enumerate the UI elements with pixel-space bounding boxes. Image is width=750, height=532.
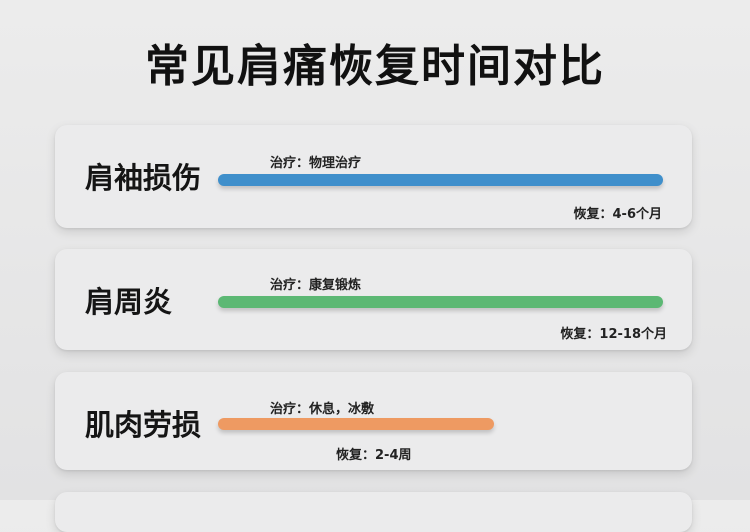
- card-rotator-cuff: 肩袖损伤 治疗：物理治疗 恢复：4-6个月: [55, 125, 692, 228]
- treatment-label: 治疗：康复锻炼: [270, 278, 362, 293]
- treatment-label: 治疗：物理治疗: [270, 156, 362, 171]
- condition-name: 肌肉劳损: [85, 408, 202, 442]
- card-frozen-shoulder: 肩周炎 治疗：康复锻炼 恢复：12-18个月: [55, 249, 692, 350]
- condition-name: 肩周炎: [85, 285, 173, 319]
- card-partial: [55, 492, 692, 532]
- treatment-label: 治疗：休息，冰敷: [270, 402, 375, 417]
- recovery-label: 恢复：2-4周: [336, 448, 412, 463]
- page-title: 常见肩痛恢复时间对比: [145, 41, 605, 92]
- recovery-label: 恢复：4-6个月: [573, 207, 663, 222]
- recovery-label: 恢复：12-18个月: [560, 327, 667, 342]
- card-muscle-strain: 肌肉劳损 治疗：休息，冰敷 恢复：2-4周: [55, 372, 692, 470]
- recovery-bar: [218, 296, 663, 308]
- recovery-bar: [218, 418, 494, 430]
- recovery-bar: [218, 174, 663, 186]
- condition-name: 肩袖损伤: [85, 161, 202, 195]
